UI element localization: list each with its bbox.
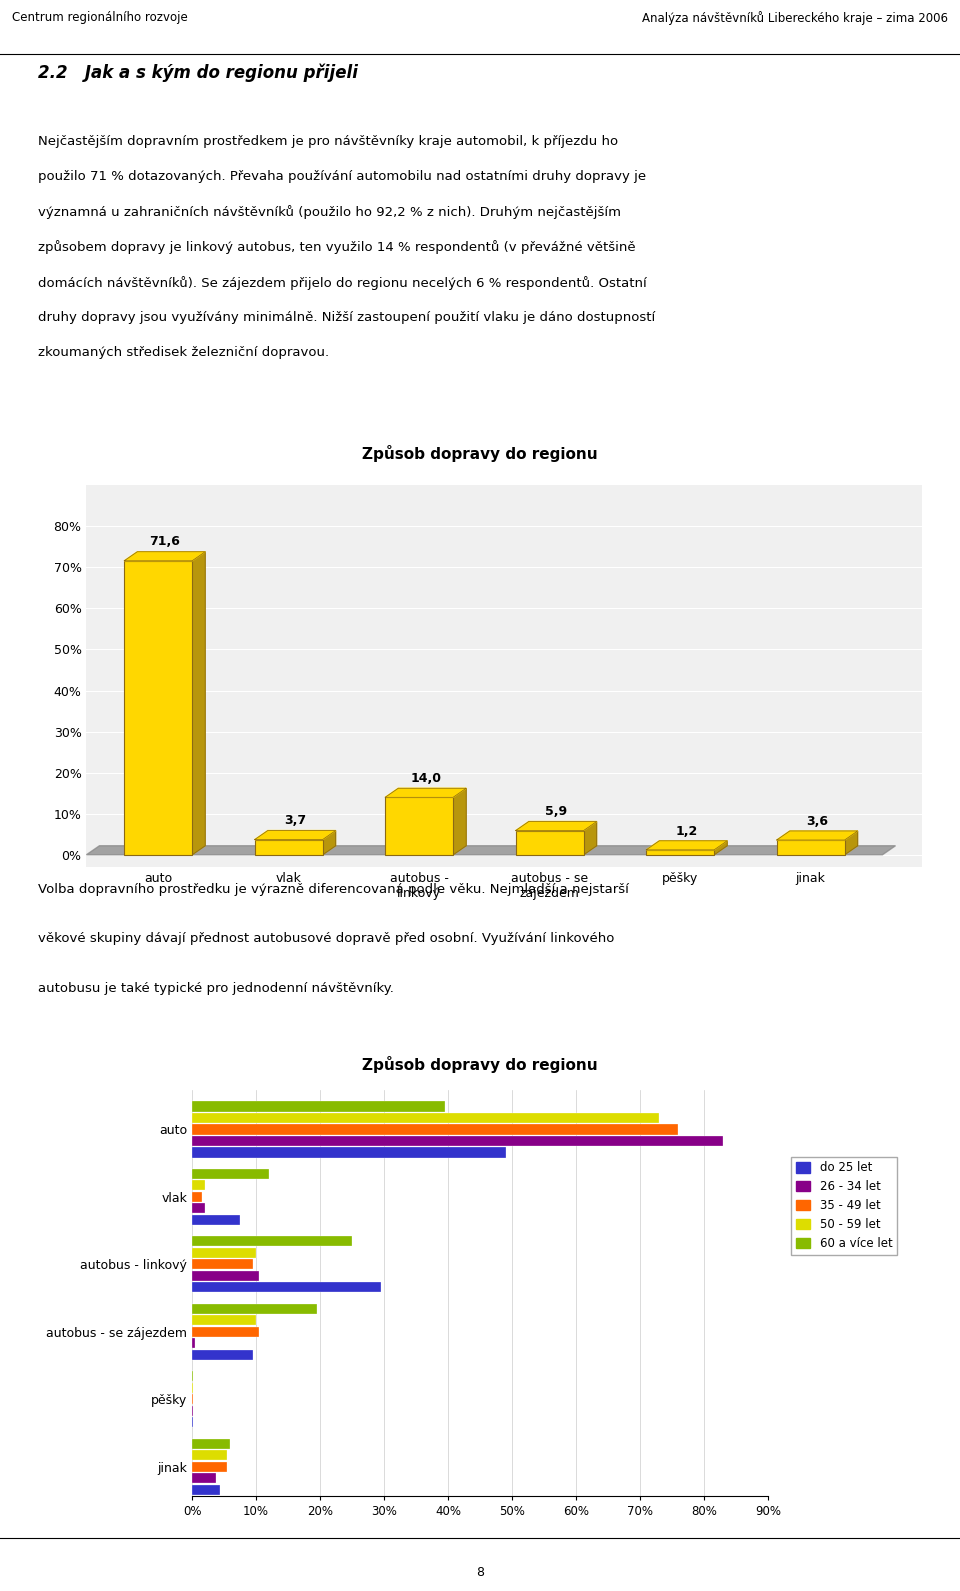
Polygon shape bbox=[86, 846, 896, 854]
Bar bbox=[192, 1418, 193, 1427]
Text: domácích návštěvníků). Se zájezdem přijelo do regionu necelých 6 % respondentů. : domácích návštěvníků). Se zájezdem přije… bbox=[38, 275, 647, 290]
Bar bbox=[192, 1214, 240, 1225]
Text: 14,0: 14,0 bbox=[410, 772, 442, 784]
Bar bbox=[385, 797, 453, 854]
Bar bbox=[192, 1371, 193, 1381]
Bar bbox=[192, 1327, 259, 1336]
Polygon shape bbox=[714, 840, 727, 854]
Bar bbox=[124, 560, 192, 854]
Bar bbox=[192, 1473, 216, 1483]
Text: 5,9: 5,9 bbox=[545, 805, 567, 818]
Polygon shape bbox=[385, 788, 467, 797]
Bar bbox=[192, 1258, 252, 1270]
Bar bbox=[192, 1338, 195, 1349]
Bar bbox=[192, 1383, 193, 1394]
Text: druhy dopravy jsou využívány minimálně. Nižší zastoupení použití vlaku je dáno d: druhy dopravy jsou využívány minimálně. … bbox=[38, 310, 656, 323]
Bar bbox=[192, 1462, 228, 1472]
Text: Způsob dopravy do regionu: Způsob dopravy do regionu bbox=[362, 445, 598, 461]
Bar bbox=[192, 1394, 193, 1405]
Bar bbox=[192, 1125, 679, 1134]
Bar bbox=[777, 840, 845, 854]
Text: 3,6: 3,6 bbox=[806, 815, 828, 827]
Text: 8: 8 bbox=[476, 1567, 484, 1580]
Polygon shape bbox=[254, 831, 336, 840]
Text: 2.2   Jak a s kým do regionu přijeli: 2.2 Jak a s kým do regionu přijeli bbox=[38, 64, 358, 83]
Polygon shape bbox=[777, 831, 857, 840]
Bar bbox=[192, 1147, 506, 1158]
Text: věkové skupiny dávají přednost autobusové dopravě před osobní. Využívání linkové: věkové skupiny dávají přednost autobusov… bbox=[38, 932, 614, 945]
Text: 71,6: 71,6 bbox=[149, 536, 180, 549]
Text: způsobem dopravy je linkový autobus, ten využilo 14 % respondentů (v převážné vě: způsobem dopravy je linkový autobus, ten… bbox=[38, 240, 636, 255]
Bar bbox=[192, 1236, 352, 1246]
Text: významná u zahraničních návštěvníků (použilo ho 92,2 % z nich). Druhým nejčastěj: významná u zahraničních návštěvníků (pou… bbox=[38, 205, 621, 220]
Bar bbox=[192, 1101, 444, 1112]
Bar bbox=[192, 1203, 204, 1214]
Text: Volba dopravního prostředku je výrazně diferencovaná podle věku. Nejmladší a nej: Volba dopravního prostředku je výrazně d… bbox=[38, 883, 629, 896]
Bar bbox=[192, 1405, 193, 1416]
Bar bbox=[192, 1192, 202, 1201]
Polygon shape bbox=[323, 831, 336, 854]
Polygon shape bbox=[584, 821, 597, 854]
Text: 3,7: 3,7 bbox=[284, 815, 306, 827]
Polygon shape bbox=[845, 831, 857, 854]
Text: autobusu je také typické pro jednodenní návštěvníky.: autobusu je také typické pro jednodenní … bbox=[38, 982, 395, 994]
Polygon shape bbox=[124, 552, 205, 560]
Bar bbox=[192, 1282, 381, 1292]
Bar bbox=[192, 1181, 204, 1190]
Bar bbox=[192, 1303, 317, 1314]
Text: Centrum regionálního rozvoje: Centrum regionálního rozvoje bbox=[12, 11, 187, 24]
Polygon shape bbox=[453, 788, 467, 854]
Polygon shape bbox=[646, 840, 727, 850]
Bar bbox=[646, 850, 714, 854]
Polygon shape bbox=[516, 821, 597, 831]
Bar bbox=[192, 1438, 230, 1449]
Text: Analýza návštěvníků Libereckého kraje – zima 2006: Analýza návštěvníků Libereckého kraje – … bbox=[642, 11, 948, 24]
Polygon shape bbox=[192, 552, 205, 854]
Text: zkoumaných středisek železniční dopravou.: zkoumaných středisek železniční dopravou… bbox=[38, 345, 329, 358]
Bar bbox=[516, 831, 584, 854]
Text: Nejčastějším dopravním prostředkem je pro návštěvníky kraje automobil, k příjezd: Nejčastějším dopravním prostředkem je pr… bbox=[38, 135, 618, 148]
Text: Způsob dopravy do regionu: Způsob dopravy do regionu bbox=[362, 1056, 598, 1072]
Bar bbox=[192, 1247, 256, 1258]
Legend: do 25 let, 26 - 34 let, 35 - 49 let, 50 - 59 let, 60 a více let: do 25 let, 26 - 34 let, 35 - 49 let, 50 … bbox=[791, 1157, 897, 1255]
Bar bbox=[192, 1449, 228, 1461]
Bar bbox=[192, 1169, 269, 1179]
Bar bbox=[254, 840, 323, 854]
Bar bbox=[192, 1484, 220, 1496]
Bar bbox=[192, 1316, 256, 1325]
Bar bbox=[192, 1349, 252, 1360]
Bar bbox=[192, 1112, 660, 1123]
Text: použilo 71 % dotazovaných. Převaha používání automobilu nad ostatními druhy dopr: použilo 71 % dotazovaných. Převaha použí… bbox=[38, 170, 646, 183]
Text: 1,2: 1,2 bbox=[676, 824, 698, 837]
Bar bbox=[192, 1136, 723, 1146]
Bar bbox=[192, 1271, 259, 1281]
